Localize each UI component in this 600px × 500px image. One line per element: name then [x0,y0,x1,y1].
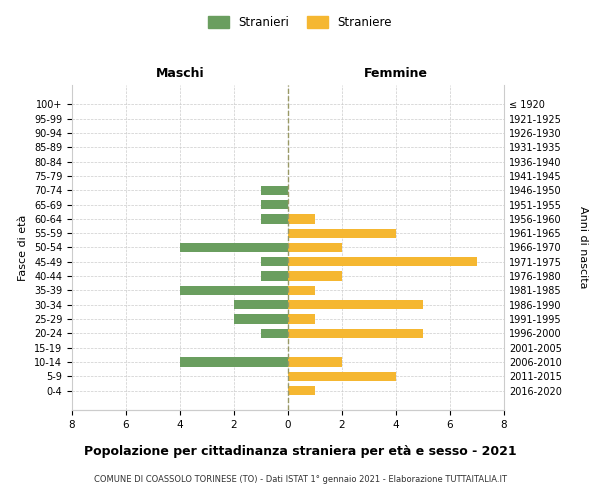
Bar [261,186,288,195]
Legend: Stranieri, Straniere: Stranieri, Straniere [203,11,397,34]
Bar [288,243,342,252]
Bar [261,272,288,281]
Bar [180,286,288,295]
Text: Femmine: Femmine [364,67,428,80]
Bar [288,228,396,238]
Y-axis label: Anni di nascita: Anni di nascita [578,206,589,288]
Bar [261,200,288,209]
Bar [180,358,288,366]
Bar [261,328,288,338]
Bar [288,372,396,381]
Bar [288,272,342,281]
Bar [288,257,477,266]
Text: Popolazione per cittadinanza straniera per età e sesso - 2021: Popolazione per cittadinanza straniera p… [83,445,517,458]
Text: COMUNE DI COASSOLO TORINESE (TO) - Dati ISTAT 1° gennaio 2021 - Elaborazione TUT: COMUNE DI COASSOLO TORINESE (TO) - Dati … [94,475,506,484]
Bar [288,300,423,310]
Bar [288,286,315,295]
Bar [288,386,315,395]
Bar [261,257,288,266]
Bar [288,358,342,366]
Bar [234,314,288,324]
Bar [288,214,315,224]
Y-axis label: Fasce di età: Fasce di età [19,214,28,280]
Bar [288,314,315,324]
Text: Maschi: Maschi [155,67,205,80]
Bar [288,328,423,338]
Bar [180,243,288,252]
Bar [234,300,288,310]
Bar [261,214,288,224]
